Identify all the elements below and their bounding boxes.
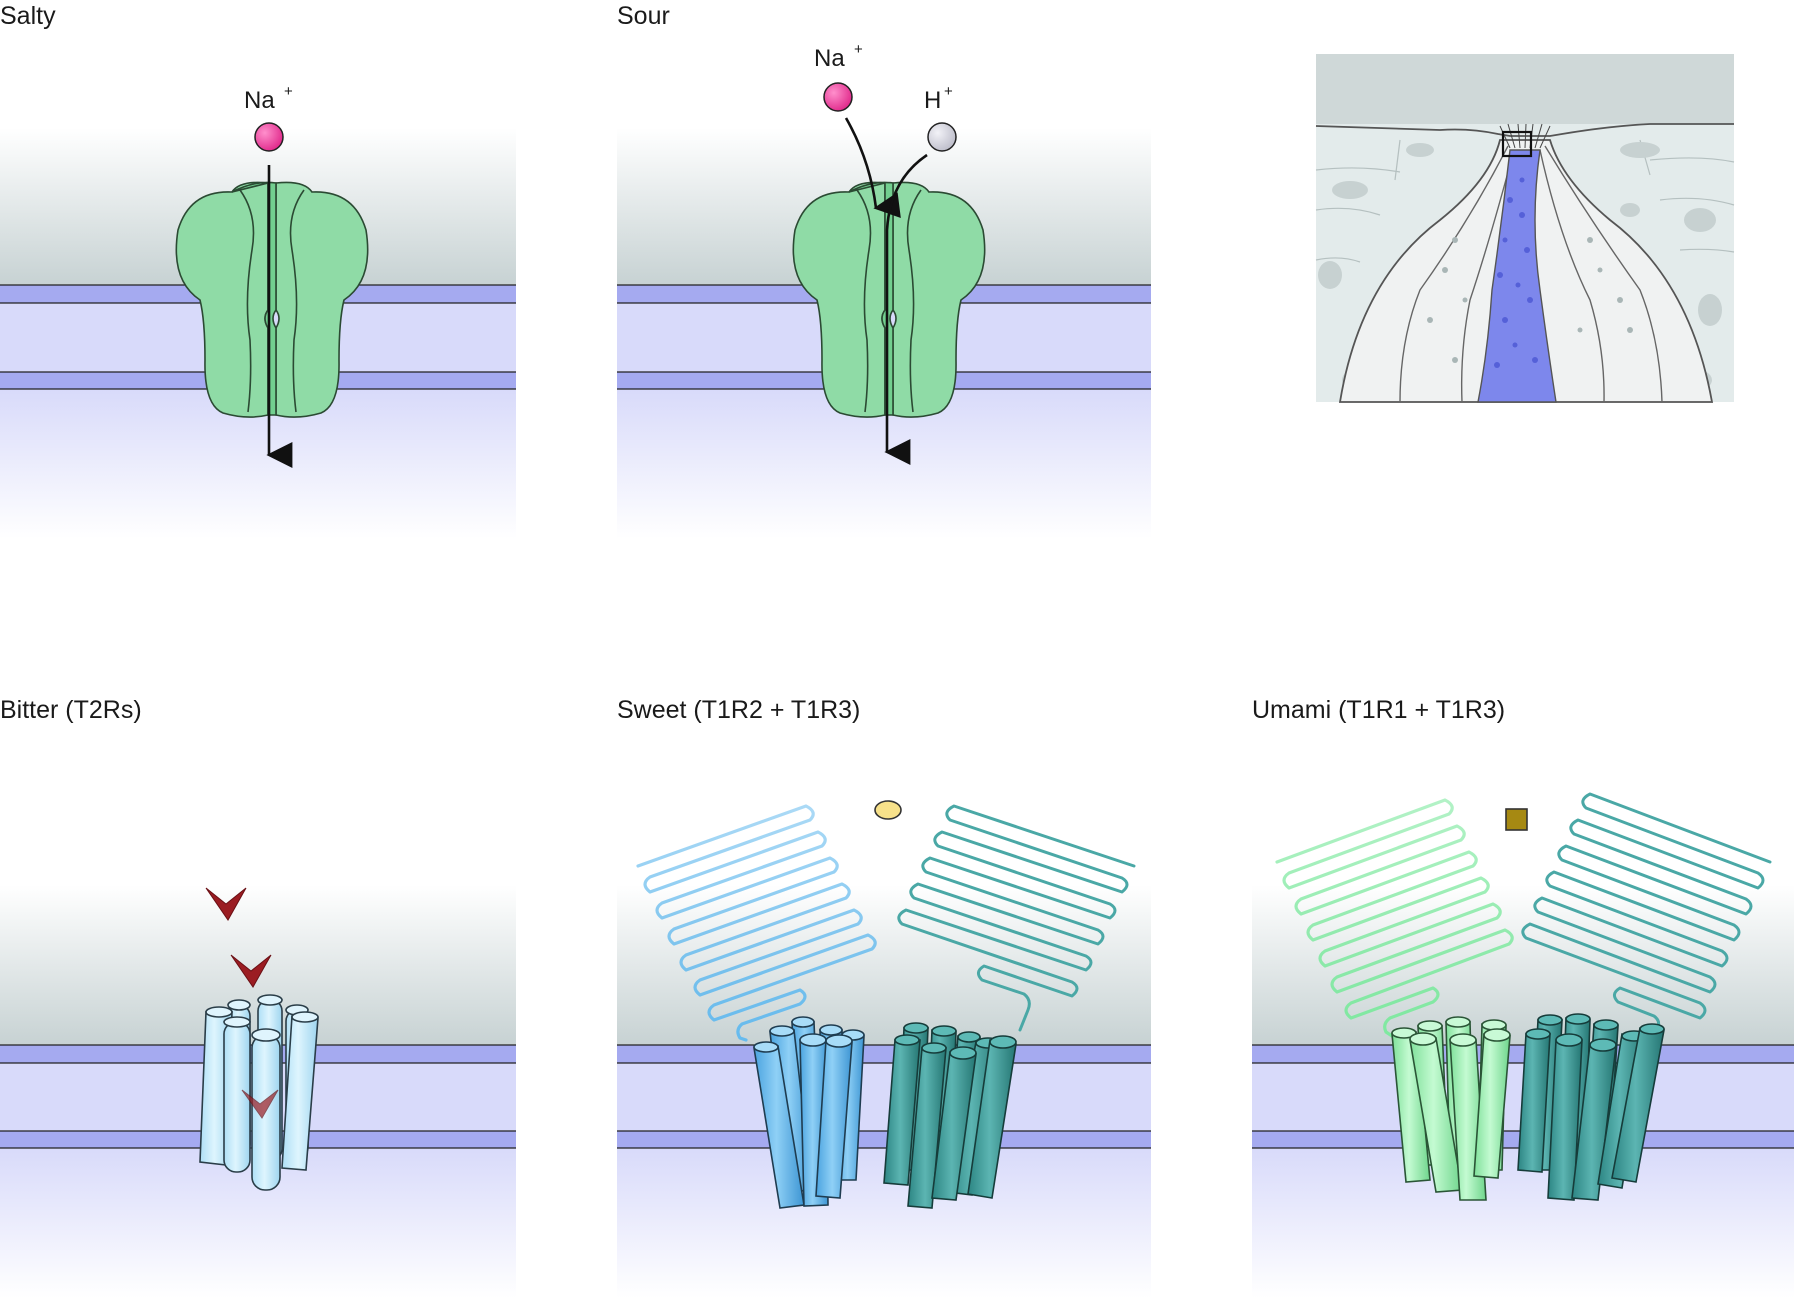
epithelial-cells: [1315, 139, 1735, 263]
panel-sour: Sour Na + H +: [617, 2, 1151, 539]
na-charge-sour: +: [854, 41, 863, 58]
taste-cells: [1399, 145, 1663, 403]
panel-title-sweet: Sweet (T1R2 + T1R3): [617, 696, 860, 724]
na-label-sour: Na: [814, 45, 845, 72]
proton-channel: [792, 181, 986, 418]
panel-bitter: Bitter (T2Rs): [0, 696, 516, 1298]
panel-sweet: Sweet (T1R2 + T1R3): [617, 696, 1151, 1298]
t1r3-extracellular-domain: [897, 804, 1136, 1032]
na-ion-salty: Na +: [244, 83, 293, 152]
membrane-umami: [1252, 885, 1794, 1298]
h-label-sour: H: [924, 87, 941, 114]
na-label-salty: Na: [244, 87, 275, 114]
na-flow-arrow-sour: [844, 117, 901, 218]
h-charge-sour: +: [944, 83, 953, 100]
na-charge-salty: +: [284, 83, 293, 100]
t1r1-transmembrane-helices: [1391, 1016, 1511, 1201]
membrane-sweet: [617, 885, 1151, 1298]
umami-ligand: [1505, 808, 1528, 831]
panel-salty: Salty Na +: [0, 2, 516, 539]
taste-bud-illustration: [1315, 54, 1735, 403]
t2r-receptor: [199, 994, 319, 1191]
panel-title-salty: Salty: [0, 2, 56, 30]
t1r1-extracellular-domain: [1275, 798, 1514, 1038]
panel-title-umami: Umami (T1R1 + T1R3): [1252, 696, 1505, 724]
t1r3-transmembrane-helices-umami: [1517, 1013, 1665, 1201]
na-ion-sour: Na +: [814, 41, 863, 112]
t1r2-transmembrane-helices: [753, 1016, 865, 1209]
t1r3-transmembrane-helices: [883, 1022, 1017, 1209]
t1r3-extracellular-domain-umami: [1521, 792, 1772, 1038]
sweet-ligand: [874, 800, 902, 820]
membrane-salty: [0, 128, 516, 539]
t1r2-extracellular-domain: [636, 804, 877, 1042]
vesicles: [1494, 177, 1538, 368]
h-ion-sour: H +: [924, 83, 957, 152]
granules: [1427, 237, 1633, 363]
enac-channel: [175, 181, 369, 418]
zoom-box: [1501, 130, 1533, 158]
panel-title-sour: Sour: [617, 2, 670, 30]
bitter-ligands: [205, 887, 279, 1119]
panel-umami: Umami (T1R1 + T1R3): [1252, 696, 1794, 1298]
panel-title-bitter: Bitter (T2Rs): [0, 696, 142, 724]
taste-receptor-cell: [1477, 149, 1557, 403]
h-flow-arrow-sour: [884, 153, 928, 465]
